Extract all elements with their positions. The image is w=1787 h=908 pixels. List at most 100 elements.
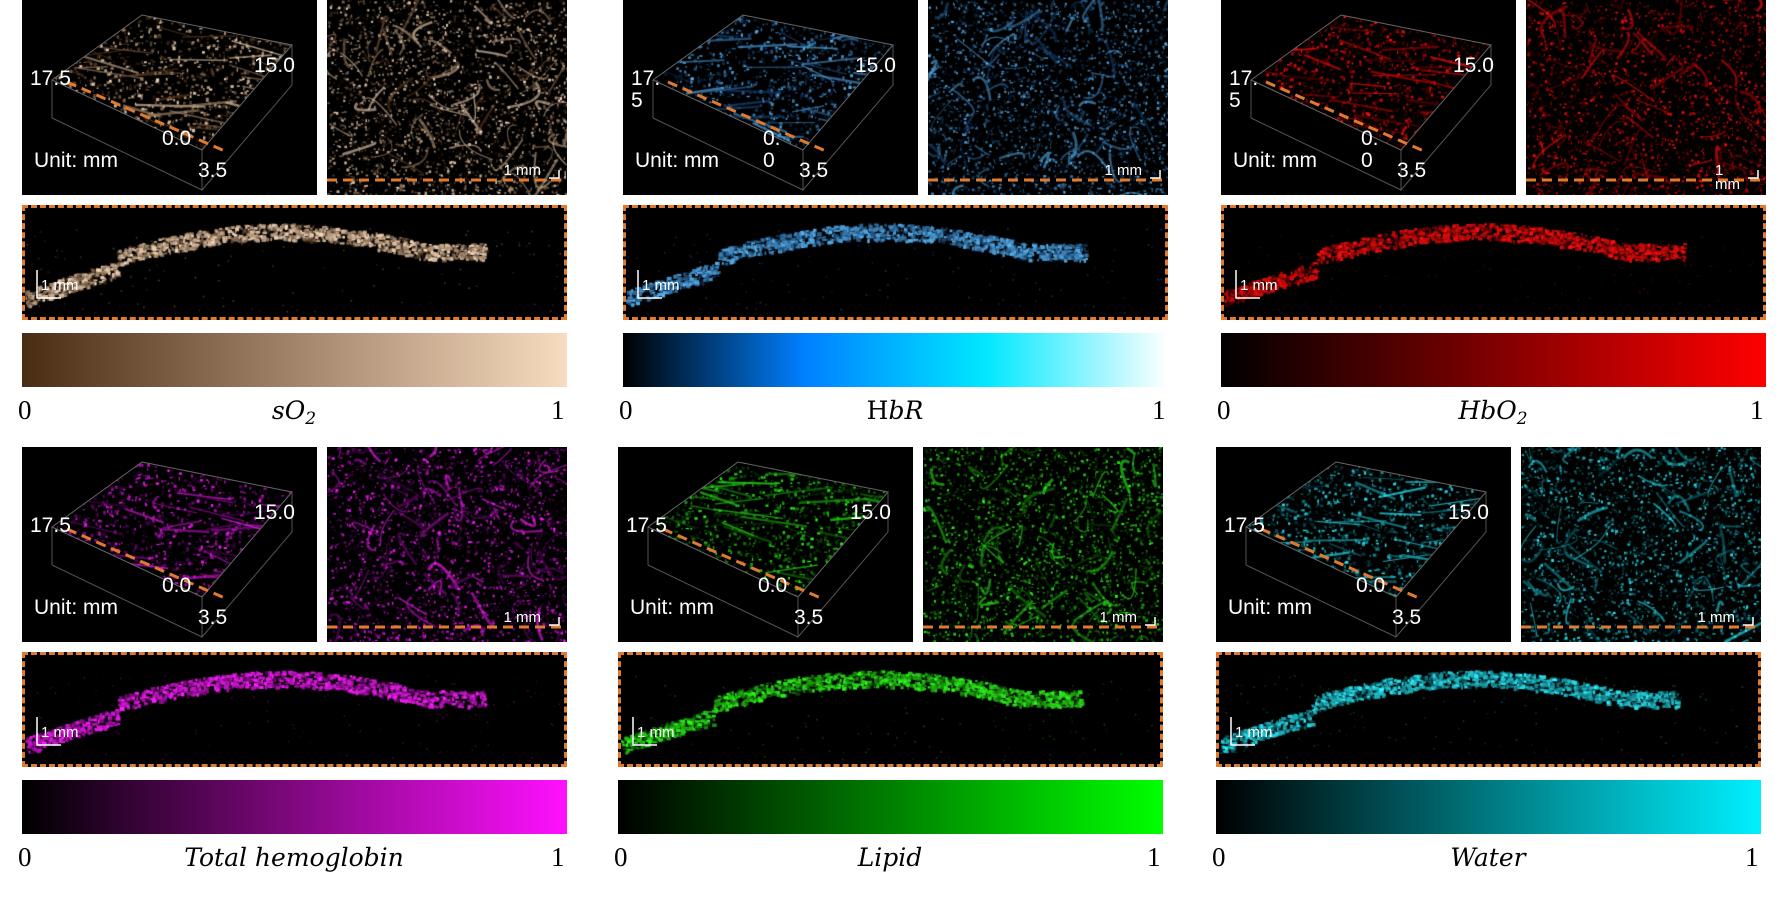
colorbar-min-label: 0 [1212,842,1226,872]
axis-label-origin: 0. 0 [763,127,781,172]
3d-render-water: 17.5 15.0 0.0 3.5 Unit: mm [1216,447,1511,642]
colorbar-max-label: 1 [551,842,565,872]
top-view-thb: 1 mm [327,447,567,642]
colorbar-max-label: 1 [551,395,565,425]
colorbar-caption-hbo2: HbO2 [1458,396,1528,429]
scale-bar-label: 1 mm [1235,724,1273,741]
section-line-top [1526,170,1766,182]
top-view-image-lipid [923,447,1163,642]
colorbar-caption-hbr: HbR [866,396,924,425]
cross-section-image-so2 [25,208,564,317]
panel-lipid: 17.5 15.0 0.0 3.5 Unit: mm 1 mm 1 mm 0 1 Lipid [614,447,1163,897]
axis-label-width: 15.0 [850,501,891,524]
colorbar-min-label: 0 [619,395,633,425]
axis-label-origin: 0.0 [758,574,788,597]
axis-label-width: 15.0 [254,54,295,77]
3d-render-hbo2: 17. 5 15.0 0. 0 3.5 Unit: mm [1221,0,1516,195]
axis-label-origin: 0.0 [162,574,192,597]
colorbar-max-label: 1 [1147,842,1161,872]
colorbar-so2 [22,333,567,387]
scale-bar [36,270,61,299]
axis-label-length: 17.5 [30,514,71,537]
unit-label: Unit: mm [1228,596,1312,619]
colorbar-min-label: 0 [18,842,32,872]
scale-bar [1230,717,1255,746]
axis-label-depth: 3.5 [1397,159,1427,182]
scale-bar [632,717,657,746]
top-view-hbr: 1 mm [928,0,1168,195]
3d-volume-hbo2 [1221,0,1516,195]
axis-label-length: 17. 5 [631,67,661,112]
panel-hbo2: 17. 5 15.0 0. 0 3.5 Unit: mm 1 mm 1 mm 0 1 HbO2 [1217,0,1766,450]
section-line-top [928,170,1168,182]
axis-label-width: 15.0 [1448,501,1489,524]
section-line-3d [662,527,824,601]
section-line-3d [1260,527,1422,601]
3d-render-lipid: 17.5 15.0 0.0 3.5 Unit: mm [618,447,913,642]
axis-label-origin: 0. 0 [1361,127,1379,172]
axis-label-origin: 0.0 [162,127,192,150]
section-line-3d [1265,80,1427,154]
axis-label-width: 15.0 [1453,54,1494,77]
top-view-image-water [1521,447,1761,642]
unit-label: Unit: mm [34,596,118,619]
top-view-lipid: 1 mm [923,447,1163,642]
colorbar-hbr [623,333,1168,387]
section-line-3d [667,80,829,154]
colorbar-caption-water: Water [1450,843,1526,872]
panel-water: 17.5 15.0 0.0 3.5 Unit: mm 1 mm 1 mm 0 1 Water [1212,447,1761,897]
3d-render-hbr: 17. 5 15.0 0. 0 3.5 Unit: mm [623,0,918,195]
section-line-top [327,170,567,182]
3d-volume-hbr [623,0,918,195]
scale-bar [36,717,61,746]
scale-bar-label: 1 mm [1697,609,1736,626]
colorbar-caption-lipid: Lipid [857,843,923,872]
axis-label-width: 15.0 [855,54,896,77]
unit-label: Unit: mm [34,149,118,172]
cross-section-thb: 1 mm [22,652,567,767]
cross-section-image-thb [25,655,564,764]
section-line-3d [66,527,228,601]
3d-bounding-box-thb [51,461,293,639]
colorbar-max-label: 1 [1745,842,1759,872]
top-view-image-hbo2 [1526,0,1766,195]
scale-bar-label: 1 mm [1099,609,1138,626]
axis-label-origin: 0.0 [1356,574,1386,597]
unit-label: Unit: mm [1233,149,1317,172]
axis-label-depth: 3.5 [198,606,228,629]
section-line-3d [66,80,228,154]
colorbar-max-label: 1 [1750,395,1764,425]
3d-volume-lipid [618,447,913,642]
scale-bar-label: 1 mm [41,277,79,294]
3d-render-thb: 17.5 15.0 0.0 3.5 Unit: mm [22,447,317,642]
axis-label-width: 15.0 [254,501,295,524]
section-line-top [327,617,567,629]
axis-label-depth: 3.5 [198,159,228,182]
scale-bar-label: 1 mm [1715,162,1740,193]
scale-bar-label: 1 mm [41,724,79,741]
colorbar-max-label: 1 [1152,395,1166,425]
axis-label-length: 17. 5 [1229,67,1259,112]
3d-volume-thb [22,447,317,642]
3d-bounding-box-so2 [51,14,293,192]
colorbar-lipid [618,780,1163,834]
scale-bar-label: 1 mm [642,277,680,294]
top-view-image-thb [327,447,567,642]
top-view-image-so2 [327,0,567,195]
cross-section-lipid: 1 mm [618,652,1163,767]
section-line-top [923,617,1163,629]
panel-so2: 17.5 15.0 0.0 3.5 Unit: mm 1 mm 1 mm 0 1 sO2 [18,0,567,450]
cross-section-image-lipid [621,655,1160,764]
scale-bar-label: 1 mm [503,609,542,626]
colorbar-min-label: 0 [614,842,628,872]
top-view-image-hbr [928,0,1168,195]
scale-bar-label: 1 mm [1240,277,1278,294]
cross-section-image-hbr [626,208,1165,317]
scale-bar [637,270,662,299]
colorbar-water [1216,780,1761,834]
colorbar-min-label: 0 [18,395,32,425]
unit-label: Unit: mm [630,596,714,619]
cross-section-hbr: 1 mm [623,205,1168,320]
axis-label-length: 17.5 [1224,514,1265,537]
3d-volume-water [1216,447,1511,642]
